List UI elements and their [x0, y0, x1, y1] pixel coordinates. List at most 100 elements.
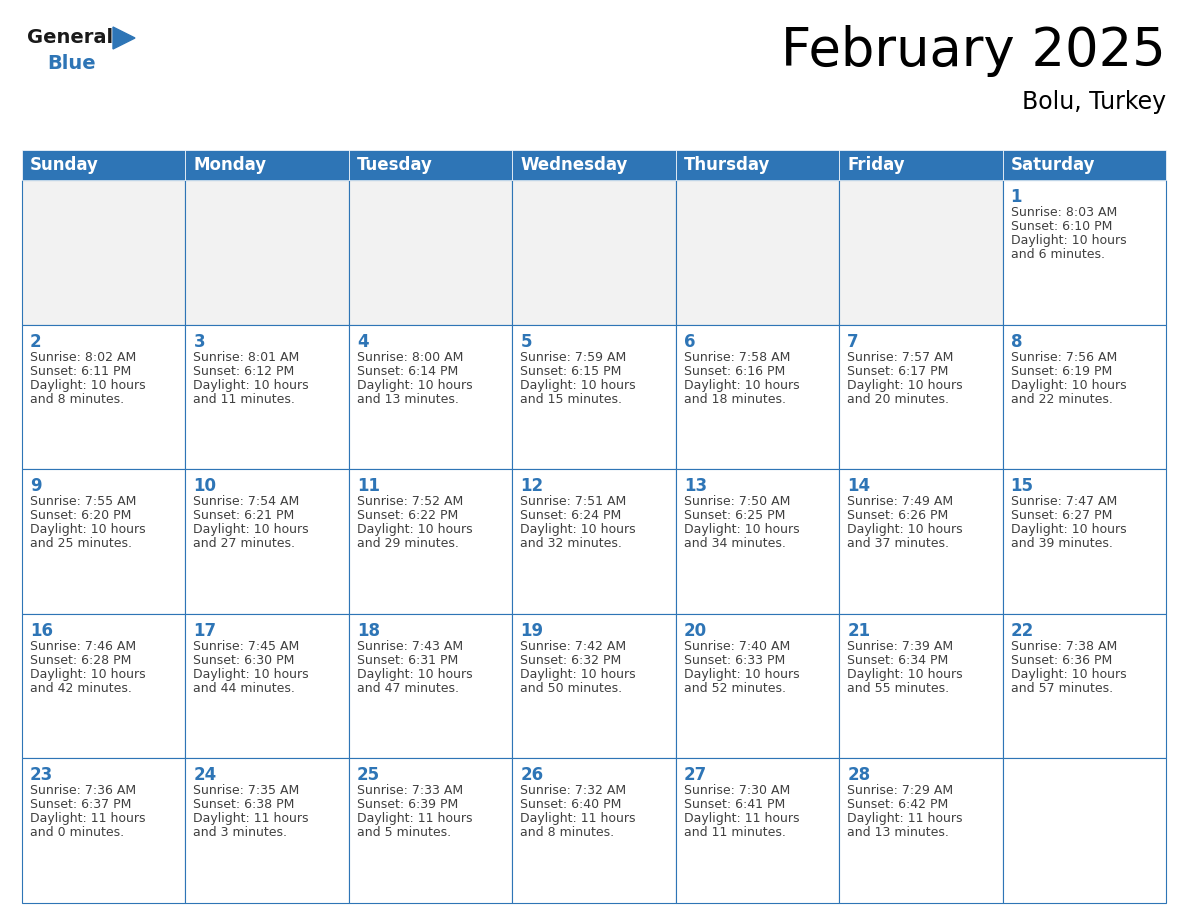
Text: Blue: Blue [48, 54, 95, 73]
Text: Sunset: 6:31 PM: Sunset: 6:31 PM [356, 654, 459, 666]
Text: Sunrise: 8:03 AM: Sunrise: 8:03 AM [1011, 206, 1117, 219]
Text: 28: 28 [847, 767, 871, 784]
Text: Sunset: 6:10 PM: Sunset: 6:10 PM [1011, 220, 1112, 233]
Text: and 8 minutes.: and 8 minutes. [30, 393, 124, 406]
Text: Sunrise: 8:02 AM: Sunrise: 8:02 AM [30, 351, 137, 364]
Text: Sunrise: 7:32 AM: Sunrise: 7:32 AM [520, 784, 626, 798]
Text: 1: 1 [1011, 188, 1022, 206]
Bar [23, 150, 185, 180]
Text: and 6 minutes.: and 6 minutes. [1011, 248, 1105, 261]
Bar [676, 758, 839, 903]
Text: and 52 minutes.: and 52 minutes. [684, 682, 785, 695]
Text: Daylight: 10 hours: Daylight: 10 hours [520, 523, 636, 536]
Text: 8: 8 [1011, 332, 1022, 351]
Text: Daylight: 10 hours: Daylight: 10 hours [684, 378, 800, 392]
Text: 9: 9 [30, 477, 42, 495]
Bar [1003, 325, 1165, 469]
Text: Sunset: 6:28 PM: Sunset: 6:28 PM [30, 654, 132, 666]
Text: Wednesday: Wednesday [520, 156, 627, 174]
Text: 14: 14 [847, 477, 871, 495]
Text: Daylight: 10 hours: Daylight: 10 hours [684, 667, 800, 681]
Bar [512, 180, 676, 325]
Bar [185, 180, 349, 325]
Text: Sunset: 6:25 PM: Sunset: 6:25 PM [684, 509, 785, 522]
Text: Sunset: 6:41 PM: Sunset: 6:41 PM [684, 799, 785, 812]
Text: and 13 minutes.: and 13 minutes. [356, 393, 459, 406]
Text: Saturday: Saturday [1011, 156, 1095, 174]
Bar [349, 180, 512, 325]
Text: and 0 minutes.: and 0 minutes. [30, 826, 124, 839]
Text: Sunrise: 7:56 AM: Sunrise: 7:56 AM [1011, 351, 1117, 364]
Text: 2: 2 [30, 332, 42, 351]
Text: and 29 minutes.: and 29 minutes. [356, 537, 459, 550]
Text: Sunset: 6:12 PM: Sunset: 6:12 PM [194, 364, 295, 377]
Polygon shape [113, 27, 135, 49]
Text: 18: 18 [356, 621, 380, 640]
Bar [839, 150, 1003, 180]
Bar [839, 469, 1003, 614]
Text: Daylight: 10 hours: Daylight: 10 hours [194, 523, 309, 536]
Text: Sunrise: 7:58 AM: Sunrise: 7:58 AM [684, 351, 790, 364]
Text: Sunrise: 7:40 AM: Sunrise: 7:40 AM [684, 640, 790, 653]
Text: Daylight: 10 hours: Daylight: 10 hours [194, 667, 309, 681]
Bar [839, 180, 1003, 325]
Text: Sunrise: 7:43 AM: Sunrise: 7:43 AM [356, 640, 463, 653]
Text: Friday: Friday [847, 156, 905, 174]
Text: 26: 26 [520, 767, 543, 784]
Text: Daylight: 10 hours: Daylight: 10 hours [356, 667, 473, 681]
Text: 27: 27 [684, 767, 707, 784]
Text: 22: 22 [1011, 621, 1034, 640]
Text: and 27 minutes.: and 27 minutes. [194, 537, 296, 550]
Text: Monday: Monday [194, 156, 266, 174]
Text: Daylight: 10 hours: Daylight: 10 hours [1011, 523, 1126, 536]
Text: and 5 minutes.: and 5 minutes. [356, 826, 451, 839]
Text: Sunset: 6:40 PM: Sunset: 6:40 PM [520, 799, 621, 812]
Text: Daylight: 10 hours: Daylight: 10 hours [30, 523, 146, 536]
Text: Daylight: 10 hours: Daylight: 10 hours [1011, 234, 1126, 247]
Bar [676, 469, 839, 614]
Text: Sunset: 6:15 PM: Sunset: 6:15 PM [520, 364, 621, 377]
Text: Sunset: 6:17 PM: Sunset: 6:17 PM [847, 364, 948, 377]
Text: and 20 minutes.: and 20 minutes. [847, 393, 949, 406]
Text: Daylight: 11 hours: Daylight: 11 hours [194, 812, 309, 825]
Text: Daylight: 11 hours: Daylight: 11 hours [30, 812, 145, 825]
Text: Sunrise: 7:50 AM: Sunrise: 7:50 AM [684, 495, 790, 509]
Text: Sunrise: 7:30 AM: Sunrise: 7:30 AM [684, 784, 790, 798]
Text: 6: 6 [684, 332, 695, 351]
Text: Sunday: Sunday [30, 156, 99, 174]
Text: Sunrise: 7:45 AM: Sunrise: 7:45 AM [194, 640, 299, 653]
Bar [676, 180, 839, 325]
Bar [676, 325, 839, 469]
Text: 16: 16 [30, 621, 53, 640]
Text: and 47 minutes.: and 47 minutes. [356, 682, 459, 695]
Bar [1003, 758, 1165, 903]
Text: and 42 minutes.: and 42 minutes. [30, 682, 132, 695]
Bar [1003, 469, 1165, 614]
Text: and 3 minutes.: and 3 minutes. [194, 826, 287, 839]
Text: and 11 minutes.: and 11 minutes. [684, 826, 785, 839]
Text: February 2025: February 2025 [782, 25, 1165, 77]
Text: Sunset: 6:16 PM: Sunset: 6:16 PM [684, 364, 785, 377]
Text: 20: 20 [684, 621, 707, 640]
Text: Sunrise: 7:36 AM: Sunrise: 7:36 AM [30, 784, 137, 798]
Text: Bolu, Turkey: Bolu, Turkey [1022, 90, 1165, 114]
Text: and 37 minutes.: and 37 minutes. [847, 537, 949, 550]
Text: Sunset: 6:19 PM: Sunset: 6:19 PM [1011, 364, 1112, 377]
Text: 25: 25 [356, 767, 380, 784]
Text: Sunset: 6:11 PM: Sunset: 6:11 PM [30, 364, 131, 377]
Text: Sunset: 6:30 PM: Sunset: 6:30 PM [194, 654, 295, 666]
Bar [512, 758, 676, 903]
Bar [349, 614, 512, 758]
Bar [512, 614, 676, 758]
Bar [839, 325, 1003, 469]
Text: Sunrise: 7:39 AM: Sunrise: 7:39 AM [847, 640, 953, 653]
Text: and 57 minutes.: and 57 minutes. [1011, 682, 1113, 695]
Text: Daylight: 10 hours: Daylight: 10 hours [194, 378, 309, 392]
Text: and 44 minutes.: and 44 minutes. [194, 682, 296, 695]
Bar [839, 758, 1003, 903]
Text: Sunset: 6:14 PM: Sunset: 6:14 PM [356, 364, 459, 377]
Text: Sunrise: 7:33 AM: Sunrise: 7:33 AM [356, 784, 463, 798]
Text: Sunrise: 7:47 AM: Sunrise: 7:47 AM [1011, 495, 1117, 509]
Text: and 13 minutes.: and 13 minutes. [847, 826, 949, 839]
Text: Daylight: 10 hours: Daylight: 10 hours [520, 378, 636, 392]
